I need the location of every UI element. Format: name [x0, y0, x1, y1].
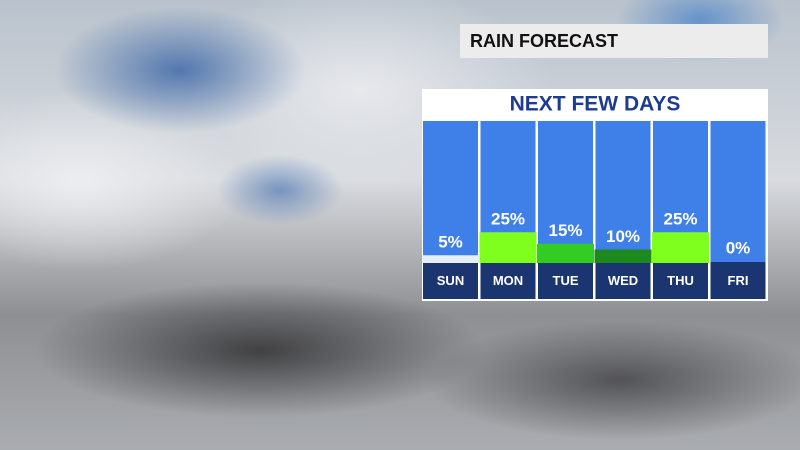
day-box: [595, 262, 651, 299]
value-label: 5%: [438, 233, 463, 252]
x-tick-label: FRI: [728, 273, 749, 288]
chart-title: RAIN FORECAST: [470, 31, 618, 51]
panel-frame: [422, 119, 768, 301]
value-label: 15%: [548, 221, 582, 240]
day-box: [480, 262, 536, 299]
x-tick-label: THU: [667, 273, 694, 288]
column-bg: [423, 121, 478, 262]
column-bg: [538, 121, 593, 262]
bar: [537, 243, 594, 263]
value-label: 0%: [726, 238, 751, 257]
day-box: [538, 262, 593, 299]
value-label: 10%: [606, 227, 640, 246]
bar: [594, 249, 652, 263]
x-tick-label: TUE: [553, 273, 579, 288]
value-label: 25%: [663, 210, 697, 229]
value-label: 25%: [491, 210, 525, 229]
bar: [652, 232, 709, 263]
title-box: [460, 24, 768, 58]
day-box: [423, 262, 478, 299]
x-tick-label: SUN: [437, 273, 464, 288]
column-bg: [595, 121, 651, 262]
bar: [422, 255, 479, 263]
day-box: [653, 262, 708, 299]
day-box: [710, 262, 766, 299]
column-bg: [710, 121, 766, 262]
x-tick-label: WED: [608, 273, 638, 288]
x-tick-label: MON: [493, 273, 523, 288]
subtitle-box: [422, 89, 768, 119]
bar: [479, 232, 537, 263]
chart-subtitle: NEXT FEW DAYS: [510, 93, 681, 116]
